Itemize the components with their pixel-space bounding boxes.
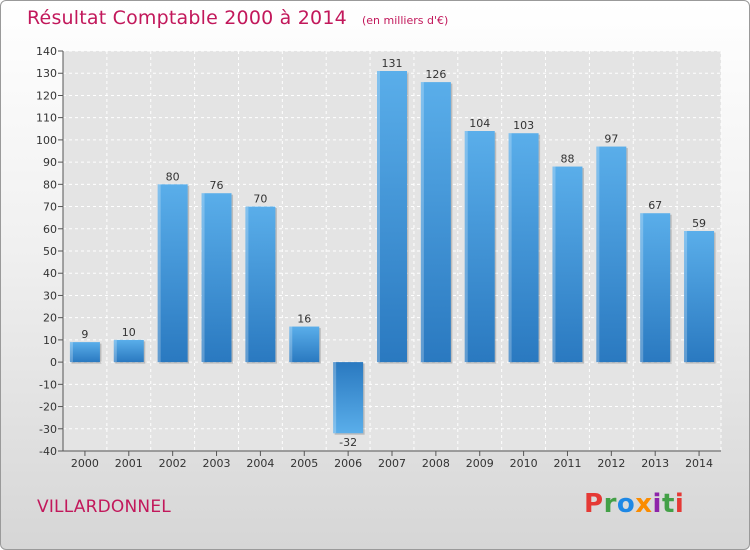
x-tick-label: 2008 xyxy=(422,457,450,470)
bar-2006 xyxy=(333,362,364,434)
bar-2005 xyxy=(289,326,320,363)
bar-highlight xyxy=(508,133,512,363)
bar-highlight xyxy=(377,71,380,363)
bar-2003 xyxy=(201,193,232,363)
y-tick-label: -20 xyxy=(39,401,57,414)
y-tick-label: 0 xyxy=(50,356,57,369)
x-tick-label: 2002 xyxy=(159,457,187,470)
label-layer: 9 10 80 76 70 16 -32 131 126 104 103 88 97 67 59 xyxy=(81,57,706,449)
commune-name: VILLARDONNEL xyxy=(37,497,171,517)
bar-2004 xyxy=(245,206,276,363)
x-tick-label: 2003 xyxy=(203,457,231,470)
bar-2008 xyxy=(420,82,451,363)
bar-2013 xyxy=(640,213,671,363)
y-tick-label: 50 xyxy=(43,245,57,258)
x-tick-label: 2010 xyxy=(510,457,538,470)
data-label: 126 xyxy=(425,68,446,81)
y-tick-label: 100 xyxy=(36,134,57,147)
logo-letter: i xyxy=(674,489,685,519)
bar-2009 xyxy=(464,131,495,363)
bar-highlight xyxy=(69,342,73,363)
y-tick-label: 10 xyxy=(43,334,57,347)
bar-highlight xyxy=(201,193,205,363)
bar-highlight xyxy=(464,131,468,363)
bar-2002 xyxy=(157,184,188,363)
data-label: 104 xyxy=(469,117,490,130)
y-tick-label: 70 xyxy=(43,201,57,214)
y-tick-label: -30 xyxy=(39,423,57,436)
bar-2001 xyxy=(113,339,144,363)
proxiti-logo: Proxiti xyxy=(584,489,684,519)
x-tick-label: 2005 xyxy=(290,457,318,470)
y-tick-label: 110 xyxy=(36,112,57,125)
data-label: 88 xyxy=(560,153,574,166)
x-tick-label: 2006 xyxy=(334,457,362,470)
bar-2007 xyxy=(377,71,407,363)
data-label: 76 xyxy=(210,179,224,192)
logo-letter: i xyxy=(652,489,662,519)
logo-letter: o xyxy=(616,489,636,519)
y-tick-label: 140 xyxy=(36,45,57,58)
chart-unit: (en milliers d'€) xyxy=(361,14,449,27)
data-label: 131 xyxy=(382,57,403,70)
x-tick-label: 2013 xyxy=(641,457,669,470)
y-tick-label: 90 xyxy=(43,156,57,169)
data-label: 67 xyxy=(648,199,662,212)
logo-letter: r xyxy=(603,489,617,519)
y-tick-label: -10 xyxy=(39,378,57,391)
bar-highlight xyxy=(245,206,249,363)
bar-highlight xyxy=(113,339,117,363)
bar-highlight xyxy=(420,82,424,363)
x-tick-label: 2001 xyxy=(115,457,143,470)
x-tick-label: 2004 xyxy=(246,457,274,470)
x-tick-label: 2009 xyxy=(466,457,494,470)
axis-layer: -40 -30 -20 -10 0 10 20 30 40 50 60 70 80 90 100 110 120… xyxy=(36,45,721,470)
bar-highlight xyxy=(333,362,337,434)
logo-letter: x xyxy=(635,489,653,519)
bar-highlight xyxy=(289,326,293,363)
title-row: Résultat Comptable 2000 à 2014 (en milli… xyxy=(27,7,448,29)
x-tick-label: 2007 xyxy=(378,457,406,470)
y-tick-label: 30 xyxy=(43,289,57,302)
data-label: 16 xyxy=(297,313,311,326)
data-label: 59 xyxy=(692,217,706,230)
bar-highlight xyxy=(157,184,161,363)
bar-2012 xyxy=(596,146,627,363)
data-label: 9 xyxy=(81,328,88,341)
bar-2010 xyxy=(508,133,539,363)
data-label: 103 xyxy=(513,119,534,132)
x-tick-label: 2011 xyxy=(553,457,581,470)
y-tick-label: 120 xyxy=(36,89,57,102)
y-tick-label: 130 xyxy=(36,67,57,80)
y-tick-label: -40 xyxy=(39,445,57,458)
bar-highlight xyxy=(640,213,644,363)
bar-2000 xyxy=(69,342,100,363)
y-tick-label: 80 xyxy=(43,178,57,191)
x-tick-label: 2012 xyxy=(597,457,625,470)
data-label: 10 xyxy=(122,326,136,339)
bar-highlight xyxy=(552,166,556,363)
data-label: 70 xyxy=(253,193,267,206)
data-label: 80 xyxy=(166,170,180,183)
chart-title: Résultat Comptable 2000 à 2014 xyxy=(27,7,347,29)
bar-highlight xyxy=(596,146,600,363)
bar-layer xyxy=(69,71,716,435)
logo-letter: P xyxy=(584,489,604,519)
bar-highlight xyxy=(684,231,688,363)
data-label: 97 xyxy=(604,133,618,146)
y-tick-label: 40 xyxy=(43,267,57,280)
x-tick-label: 2000 xyxy=(71,457,99,470)
bar-2014 xyxy=(684,231,715,363)
x-tick-label: 2014 xyxy=(685,457,713,470)
logo-letter: t xyxy=(661,489,675,519)
y-tick-label: 60 xyxy=(43,223,57,236)
bar-2011 xyxy=(552,166,583,363)
y-tick-label: 20 xyxy=(43,312,57,325)
data-label: -32 xyxy=(339,436,357,449)
